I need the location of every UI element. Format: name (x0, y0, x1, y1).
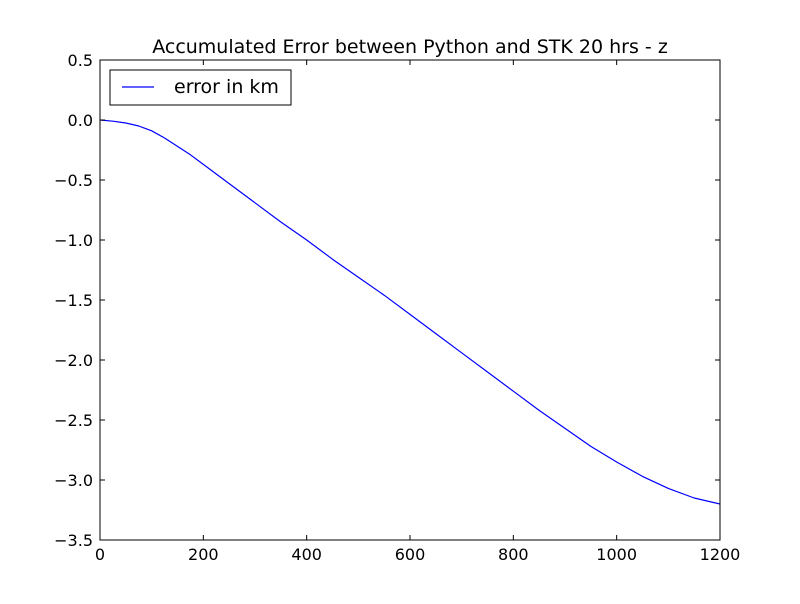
y-tick-label: −1.5 (54, 291, 93, 310)
chart-title: Accumulated Error between Python and STK… (152, 36, 668, 58)
legend-label: error in km (174, 76, 279, 98)
x-tick-label: 800 (498, 545, 529, 564)
series-layer (99, 119, 721, 505)
y-tick-label: −0.5 (54, 171, 93, 190)
y-tick-label: −2.0 (54, 351, 93, 370)
x-tick-label: 0 (95, 545, 105, 564)
ticks-layer: 0 200 400 600 800 1000 1200 0.5 0.0 −0.5 −1.0 −1.5 −… (54, 51, 740, 564)
x-tick-label: 600 (395, 545, 426, 564)
y-tick-label: −1.0 (54, 231, 93, 250)
x-tick-label: 1200 (700, 545, 741, 564)
y-tick-label: −2.5 (54, 411, 93, 430)
y-tick-label: −3.0 (54, 471, 93, 490)
y-tick-label: 0.5 (68, 51, 93, 70)
x-tick-label: 1000 (596, 545, 637, 564)
series-line (99, 119, 721, 505)
x-tick-label: 200 (188, 545, 219, 564)
x-tick-label: 400 (291, 545, 322, 564)
y-tick-label: 0.0 (68, 111, 93, 130)
y-tick-label: −3.5 (54, 531, 93, 550)
legend: error in km (109, 69, 292, 106)
